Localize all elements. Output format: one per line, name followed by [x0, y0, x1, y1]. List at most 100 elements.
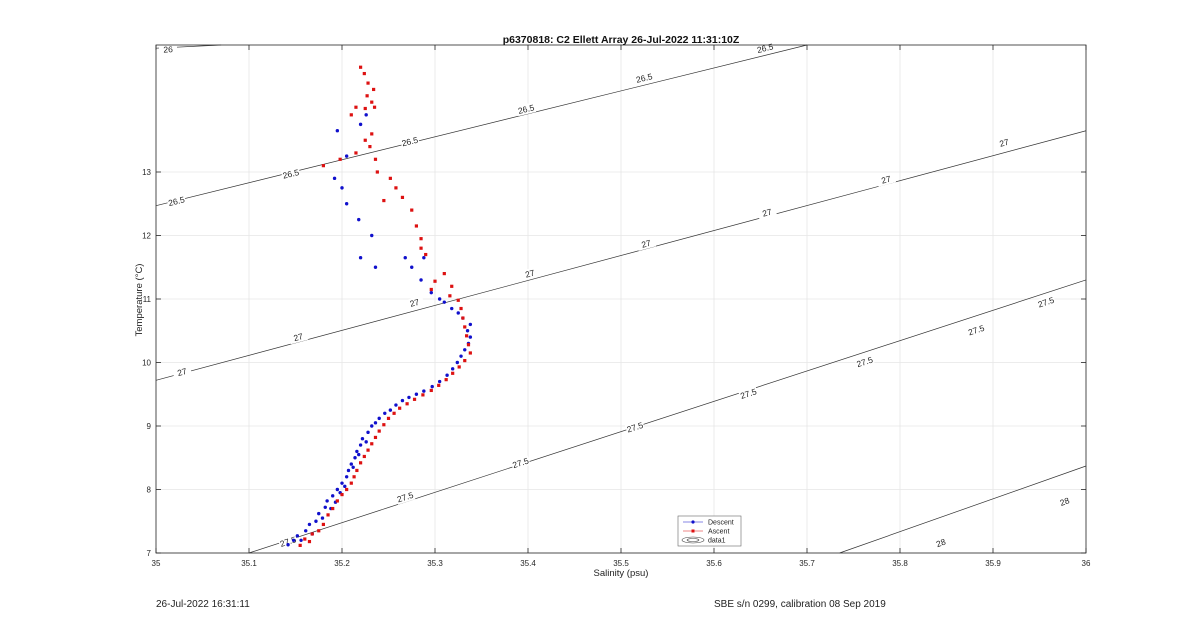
ascent-point — [349, 113, 353, 117]
timestamp-footer: 26-Jul-2022 16:31:11 — [156, 599, 250, 610]
descent-point — [403, 256, 407, 260]
ascent-point — [448, 294, 452, 298]
contour-label-bg — [277, 534, 299, 550]
ascent-point — [468, 351, 472, 355]
y-tick-label: 8 — [147, 486, 152, 495]
descent-point — [370, 424, 374, 428]
ascent-point — [414, 224, 418, 228]
descent-point — [465, 329, 470, 333]
descent-point — [323, 505, 327, 509]
chart-title: p6370818: C2 Ellett Array 26-Jul-2022 11… — [503, 34, 740, 46]
legend-contour-label: data1 — [708, 538, 726, 545]
y-tick-label: 12 — [142, 232, 151, 241]
descent-point — [388, 408, 393, 412]
ascent-point — [410, 208, 414, 212]
descent-point — [304, 529, 308, 533]
descent-point — [335, 129, 340, 133]
ascent-point — [321, 522, 325, 527]
descent-point — [429, 290, 433, 295]
descent-point — [422, 389, 426, 393]
ascent-point — [366, 81, 370, 85]
descent-point — [317, 511, 321, 516]
descent-point — [419, 278, 423, 282]
contour-label-bg — [930, 535, 952, 551]
descent-point — [377, 416, 381, 421]
descent-point — [383, 411, 387, 415]
contour-label: 27.5 — [626, 420, 645, 435]
ascent-point — [450, 284, 454, 288]
contour-label: 27 — [761, 207, 773, 219]
ascent-point — [392, 411, 396, 415]
descent-point — [340, 481, 344, 485]
contour-label: 27 — [176, 366, 188, 378]
ascent-point — [424, 252, 428, 257]
ascent-point — [466, 343, 471, 347]
ascent-point — [429, 388, 433, 393]
descent-point — [414, 392, 419, 396]
data-points — [286, 65, 473, 547]
contour-label-bg — [636, 236, 657, 251]
y-tick-label: 9 — [147, 422, 152, 431]
descent-point — [456, 311, 460, 315]
ascent-point — [400, 195, 405, 199]
ascent-point — [442, 272, 446, 276]
descent-point — [299, 538, 303, 542]
x-tick-label: 35.9 — [985, 559, 1001, 568]
descent-point — [355, 449, 359, 454]
y-tick-label: 13 — [142, 168, 151, 177]
descent-point — [349, 462, 353, 466]
ascent-point — [354, 105, 358, 109]
x-tick-label: 36 — [1082, 559, 1091, 568]
ascent-point — [437, 383, 441, 387]
ascent-point — [373, 435, 378, 440]
descent-point — [344, 475, 349, 479]
ascent-point — [340, 492, 344, 497]
contour-label: 27 — [998, 137, 1010, 149]
contour-line — [155, 44, 808, 206]
ascent-point — [362, 454, 366, 459]
descent-point — [286, 543, 290, 547]
descent-point — [320, 516, 325, 520]
y-axis-label: Temperature (°C) — [134, 264, 145, 337]
contour-label: 27.5 — [739, 386, 758, 401]
contour-label: 27 — [524, 267, 536, 279]
ascent-point — [370, 132, 374, 136]
descent-point — [357, 217, 361, 222]
descent-point — [325, 499, 329, 503]
descent-point — [343, 484, 347, 489]
ascent-point — [373, 157, 378, 161]
contour-label: 26.5 — [635, 71, 654, 85]
legend: Descent Ascent data1 — [677, 515, 742, 547]
legend-contour-icon-inner — [686, 538, 700, 542]
ascent-point — [382, 423, 386, 427]
descent-point — [353, 456, 357, 460]
ascent-point — [405, 402, 409, 406]
descent-point — [370, 233, 374, 238]
y-tick-label: 11 — [143, 295, 152, 304]
contour-label: 26.5 — [517, 102, 536, 116]
descent-point — [373, 421, 378, 425]
ascent-point — [331, 506, 335, 511]
ascent-point — [298, 543, 302, 547]
legend-ascent-label: Ascent — [708, 529, 729, 536]
ascent-point — [349, 481, 353, 485]
contour-label-bg — [876, 172, 897, 187]
ascent-point — [465, 334, 469, 338]
descent-point — [332, 176, 337, 181]
descent-point — [358, 122, 363, 127]
ascent-point — [335, 499, 339, 503]
contour-label: 27 — [640, 238, 652, 250]
contour-label: 27.5 — [1037, 295, 1056, 310]
contour-label-bg — [1054, 493, 1075, 510]
contour-label-bg — [966, 322, 987, 338]
ascent-point — [363, 138, 367, 142]
descent-point — [358, 443, 363, 447]
contour-label: 27.5 — [279, 534, 298, 549]
descent-point — [358, 256, 363, 260]
ascent-point — [444, 378, 448, 382]
ascent-point — [366, 448, 370, 452]
descent-point — [344, 202, 349, 206]
contour-label: 27.5 — [967, 323, 986, 338]
ascent-point — [338, 157, 342, 161]
descent-point — [468, 322, 473, 327]
